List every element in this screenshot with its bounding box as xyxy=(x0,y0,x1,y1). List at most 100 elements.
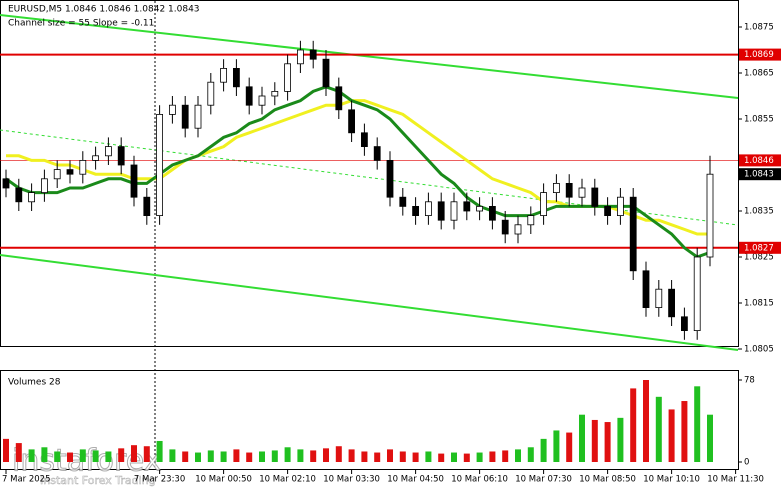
price-level-label: 1.0827 xyxy=(744,243,774,253)
price-level-box xyxy=(739,241,781,254)
x-tick-label: 10 Mar 10:10 xyxy=(643,475,700,485)
candle-body xyxy=(245,86,253,106)
candle-body xyxy=(604,205,611,216)
candle-body xyxy=(360,132,368,148)
volume-bar xyxy=(233,449,240,462)
candle-body xyxy=(66,169,74,175)
x-tick-label: 10 Mar 06:10 xyxy=(451,475,508,485)
volume-bar xyxy=(502,450,509,462)
volume-bar xyxy=(527,447,534,462)
candle-body xyxy=(488,205,496,221)
marks xyxy=(0,40,738,340)
candle-body xyxy=(258,95,266,106)
volume-bar xyxy=(143,446,150,462)
candle-body xyxy=(693,256,701,331)
y-tick-label: 1.0865 xyxy=(744,69,774,79)
candle-body xyxy=(156,114,164,216)
candle-body xyxy=(15,187,23,203)
candle-body xyxy=(591,187,599,207)
volume-bar xyxy=(387,449,393,462)
volume-label: Volumes 28 xyxy=(8,378,61,388)
volume-bar xyxy=(310,450,317,462)
candle-body xyxy=(565,182,573,198)
volume-bar xyxy=(28,449,35,462)
x-tick-label: 10 Mar 07:30 xyxy=(515,475,572,485)
candle-body xyxy=(105,146,112,157)
volume-bar xyxy=(668,409,675,462)
volume-bar xyxy=(54,451,61,462)
candle-body xyxy=(271,91,279,97)
chart-title: EURUSD,M5 1.0846 1.0846 1.0842 1.0843 xyxy=(8,5,200,15)
volume-bar xyxy=(591,419,598,462)
volume-bar xyxy=(566,432,573,462)
current-price-label: 1.0843 xyxy=(744,170,774,180)
volume-bar xyxy=(67,452,73,462)
volume-bar xyxy=(604,422,611,462)
candle-body xyxy=(514,224,522,235)
volume-tick-label: 78 xyxy=(744,376,755,386)
candle-body xyxy=(168,104,176,115)
volume-bar xyxy=(169,449,176,462)
volume-bar xyxy=(3,438,9,462)
candle-body xyxy=(28,192,36,203)
candle-body xyxy=(79,159,87,175)
x-tick-label: 10 Mar 08:50 xyxy=(579,475,636,485)
candle-body xyxy=(284,63,292,92)
candle-body xyxy=(53,169,61,180)
current-price-box xyxy=(739,168,781,181)
volume-bar xyxy=(15,443,22,462)
x-tick-label: 10 Mar 00:50 xyxy=(195,475,252,485)
price-level-box xyxy=(739,154,781,167)
candle-body xyxy=(181,104,189,129)
volume-bar xyxy=(259,451,265,462)
x-tick-label: 10 Mar 04:50 xyxy=(387,475,444,485)
volume-bar xyxy=(92,450,99,462)
x-tick-label: 7 Mar 23:30 xyxy=(134,475,185,485)
candle-body xyxy=(450,201,458,221)
candle-body xyxy=(373,146,381,161)
volume-bar xyxy=(195,452,201,462)
candle-body xyxy=(194,104,202,129)
channel-bottom xyxy=(0,254,739,351)
volume-bar xyxy=(617,417,624,462)
candle-body xyxy=(424,201,432,217)
volume-bar xyxy=(297,449,304,462)
volume-bar xyxy=(489,451,496,462)
volume-bar xyxy=(246,452,253,462)
y-tick-label: 1.0855 xyxy=(744,115,774,125)
candle-body xyxy=(232,68,240,88)
volume-bar xyxy=(540,438,547,462)
candle-body xyxy=(668,288,675,318)
volume-bar xyxy=(655,396,662,462)
y-tick-label: 1.0825 xyxy=(744,253,774,263)
volume-bar xyxy=(553,430,560,462)
volume-bar xyxy=(707,414,713,462)
candle-body xyxy=(629,196,637,272)
candle-body xyxy=(681,316,688,331)
volume-bar xyxy=(131,445,137,462)
candle-body xyxy=(476,205,484,212)
price-level-label: 1.0846 xyxy=(744,156,774,166)
candle-body xyxy=(578,187,586,198)
volume-bar xyxy=(220,451,227,462)
candle-body xyxy=(412,205,420,216)
y-tick-label: 1.0875 xyxy=(744,23,774,33)
volume-bar xyxy=(118,448,125,462)
volume-bar xyxy=(579,414,585,462)
candle-body xyxy=(296,49,304,65)
y-tick-label: 1.0805 xyxy=(744,345,774,355)
volume-bar xyxy=(105,451,112,462)
x-tick-label: 10 Mar 02:10 xyxy=(259,475,316,485)
candle-body xyxy=(553,182,560,193)
volume-bar xyxy=(335,446,342,462)
y-tick-label: 1.0815 xyxy=(744,299,774,309)
candle-body xyxy=(130,164,138,198)
volume-bar xyxy=(438,453,445,462)
volume-bar xyxy=(374,452,381,462)
candle-body xyxy=(540,192,547,217)
candle-body xyxy=(322,58,330,88)
volume-bar xyxy=(451,452,457,462)
candle-body xyxy=(143,196,151,216)
candle-body xyxy=(655,288,663,309)
